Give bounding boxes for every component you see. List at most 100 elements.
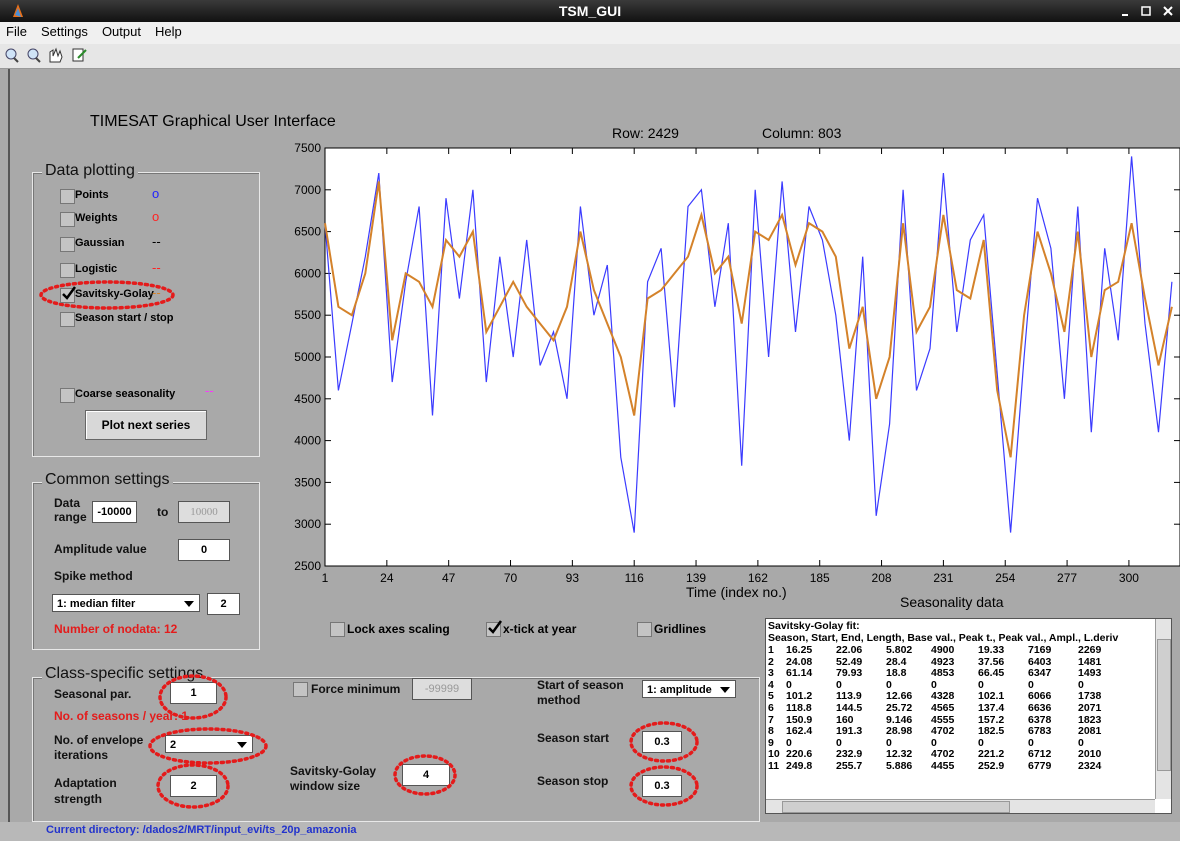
- table-cell: 4702: [931, 725, 955, 738]
- checkbox[interactable]: [60, 388, 75, 403]
- season-stop-input[interactable]: 0.3: [642, 775, 682, 797]
- table-cell: 1481: [1078, 655, 1102, 668]
- table-cell: 19.33: [978, 644, 1005, 656]
- x-tick-label: 254: [995, 571, 1015, 585]
- x-tick-label: 162: [748, 571, 768, 585]
- x-axis-label: Time (index no.): [686, 584, 787, 600]
- table-cell: 150.9: [786, 713, 813, 726]
- table-cell: 11: [768, 760, 780, 772]
- label: Spike method: [54, 569, 133, 583]
- label: window size: [290, 779, 361, 793]
- x-tick-label: 24: [380, 571, 394, 585]
- menu-item[interactable]: File: [6, 24, 27, 39]
- adaptation-input[interactable]: 2: [170, 775, 217, 797]
- envelope-dropdown[interactable]: 2: [165, 735, 253, 753]
- x-tick-label: 231: [933, 571, 953, 585]
- option-label: Weights: [75, 212, 118, 224]
- checkbox[interactable]: [60, 312, 75, 327]
- window-controls[interactable]: [1118, 4, 1178, 18]
- toolbar-icons[interactable]: [0, 44, 120, 68]
- app-icon: [13, 4, 23, 17]
- checkbox[interactable]: [60, 263, 75, 278]
- checkbox[interactable]: [60, 286, 77, 303]
- table-cell: 66.45: [978, 667, 1005, 680]
- table-header: Season, Start, End, Length, Base val., P…: [768, 632, 1119, 644]
- checkbox[interactable]: [60, 189, 75, 204]
- spike-input[interactable]: 2: [207, 593, 240, 615]
- force-checkbox[interactable]: [293, 682, 308, 697]
- table-cell: 4455: [931, 760, 955, 772]
- menu-item[interactable]: Output: [101, 24, 141, 39]
- seasons-note: No. of seasons / year: 1: [54, 709, 189, 723]
- legend-symbol: --: [205, 383, 214, 398]
- table-cell: 2010: [1078, 748, 1102, 761]
- table-cell: 0: [886, 736, 892, 749]
- status-text: Current directory: /dados2/MRT/input_evi…: [46, 824, 357, 836]
- table-cell: 220.6: [786, 748, 813, 761]
- y-tick-label: 4000: [294, 434, 321, 448]
- range-from-input[interactable]: -10000: [92, 501, 137, 523]
- option-label: Season start / stop: [75, 312, 174, 324]
- x-tick-label: 208: [872, 571, 892, 585]
- x-tick-label: 185: [810, 571, 830, 585]
- v-scrollbar[interactable]: [1155, 619, 1171, 799]
- table-cell: 182.5: [978, 725, 1005, 738]
- checkbox[interactable]: [60, 212, 75, 227]
- y-tick-label: 7000: [294, 183, 321, 197]
- y-tick-label: 5500: [294, 308, 321, 322]
- label: Amplitude value: [54, 542, 147, 556]
- table-cell: 79.93: [836, 667, 863, 680]
- checkbox[interactable]: [330, 622, 345, 637]
- class-settings-panel: [32, 677, 760, 822]
- sos-dropdown[interactable]: 1: amplitude: [642, 680, 736, 698]
- table-cell: 5: [768, 690, 774, 703]
- checkbox[interactable]: [637, 622, 652, 637]
- table-cell: 0: [1078, 678, 1084, 691]
- table-cell: 4900: [931, 644, 955, 656]
- table-cell: 2071: [1078, 702, 1102, 714]
- label: method: [537, 693, 581, 707]
- label: Savitsky-Golay: [290, 764, 377, 778]
- table-cell: 4853: [931, 667, 955, 680]
- table-cell: 37.56: [978, 655, 1005, 668]
- table-cell: 101.2: [786, 690, 813, 703]
- label: Adaptation: [54, 776, 117, 790]
- table-cell: 255.7: [836, 760, 863, 772]
- table-cell: 1493: [1078, 667, 1102, 680]
- checkbox[interactable]: [60, 237, 75, 252]
- option-label: x-tick at year: [503, 622, 577, 636]
- table-cell: 3: [768, 667, 774, 680]
- check-mark: [488, 620, 503, 634]
- menu-item[interactable]: Help: [154, 24, 182, 39]
- table-cell: 0: [1028, 736, 1034, 749]
- legend-symbol: o: [152, 186, 160, 201]
- table-cell: 4565: [931, 702, 955, 714]
- h-scrollbar[interactable]: [766, 799, 1155, 813]
- table-cell: 4702: [931, 748, 955, 761]
- table-cell: 191.3: [836, 725, 863, 738]
- amplitude-input[interactable]: 0: [178, 539, 230, 561]
- menu-item[interactable]: Settings: [40, 24, 88, 39]
- table-body: Savitsky-Golay fit: Season, Start, End, …: [766, 619, 1154, 799]
- table-cell: 0: [886, 678, 892, 691]
- table-cell: 18.8: [886, 667, 907, 680]
- plot-next-button[interactable]: Plot next series: [85, 410, 207, 440]
- seasonal-input[interactable]: 1: [170, 682, 217, 704]
- range-to-input: 10000: [178, 501, 230, 523]
- x-tick-label: 300: [1119, 571, 1139, 585]
- table-cell: 1: [768, 644, 774, 656]
- table-cell: 5.886: [886, 760, 913, 772]
- panel-title: Common settings: [42, 471, 173, 489]
- season-start-input[interactable]: 0.3: [642, 731, 682, 753]
- label: strength: [54, 792, 102, 806]
- sg-window-input[interactable]: 4: [402, 764, 450, 786]
- spike-dropdown[interactable]: 1: median filter: [52, 594, 200, 612]
- y-tick-label: 6000: [294, 266, 321, 280]
- table-cell: 144.5: [836, 702, 863, 714]
- table-cell: 0: [978, 678, 984, 691]
- menu-bar: File Settings Output Help: [0, 22, 1180, 44]
- table-cell: 12.32: [886, 748, 913, 761]
- x-tick-label: 93: [566, 571, 580, 585]
- checkbox[interactable]: [486, 620, 503, 637]
